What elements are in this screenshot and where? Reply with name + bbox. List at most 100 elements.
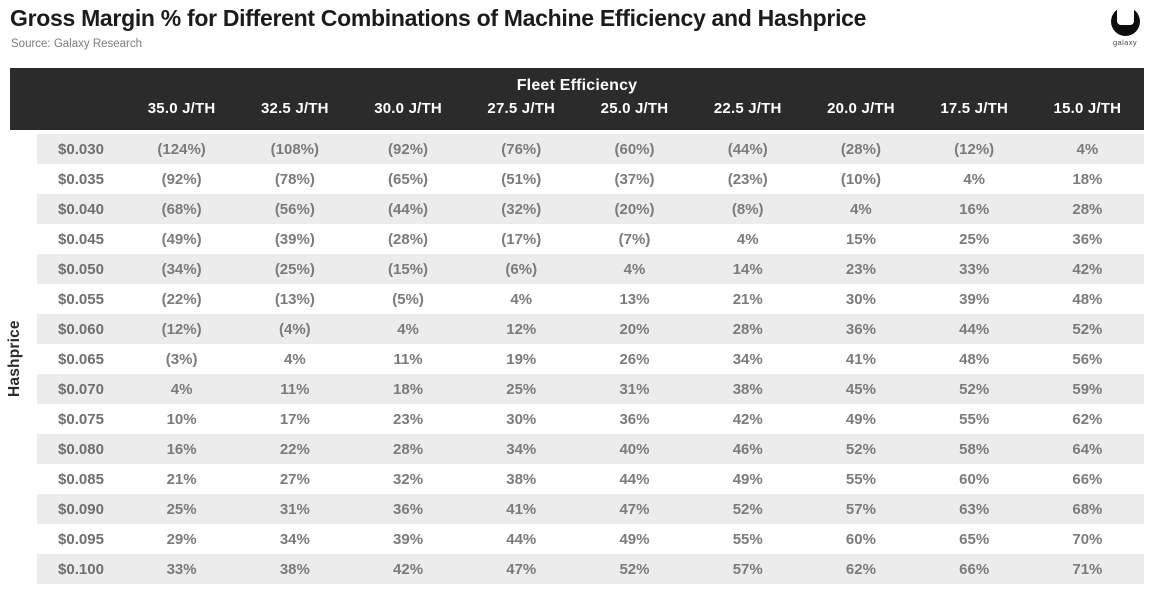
row-label: $0.060 xyxy=(58,320,104,338)
column-header: 30.0 J/TH xyxy=(374,100,442,117)
table-cell: (12%) xyxy=(954,140,995,158)
table-row: $0.060 (12%) (4%) 4% 12% 20% 28% 36% 44% 52% xyxy=(37,314,1144,344)
row-label: $0.070 xyxy=(58,380,104,398)
row-label: $0.085 xyxy=(58,470,104,488)
table-cell: 63% xyxy=(959,500,990,518)
table-row: $0.100 33% 38% 42% 47% 52% 57% 62% 66% 71% xyxy=(37,554,1144,584)
table-cell: 39% xyxy=(959,290,990,308)
table-row: $0.075 10% 17% 23% 30% 36% 42% 49% 55% 62% xyxy=(37,404,1144,434)
table-cell: (28%) xyxy=(840,140,881,158)
table-header: Fleet Efficiency 35.0 J/TH 32.5 J/TH 30.0 … xyxy=(10,68,1144,130)
galaxy-logo-text: galaxy xyxy=(1112,38,1138,47)
table-cell: 65% xyxy=(959,530,990,548)
table-cell: 44% xyxy=(959,320,990,338)
table-cell: (60%) xyxy=(614,140,655,158)
table-row: $0.090 25% 31% 36% 41% 47% 52% 57% 63% 68% xyxy=(37,494,1144,524)
table-cell: 71% xyxy=(1072,560,1103,578)
table-cell: 44% xyxy=(506,530,537,548)
table-cell: 44% xyxy=(619,470,650,488)
table-cell: (20%) xyxy=(614,200,655,218)
table-cell: 18% xyxy=(1072,170,1103,188)
table-row: $0.050 (34%) (25%) (15%) (6%) 4% 14% 23% 33% 42% xyxy=(37,254,1144,284)
table-cell: 52% xyxy=(732,500,763,518)
column-header: 25.0 J/TH xyxy=(600,100,669,117)
column-header: 32.5 J/TH xyxy=(260,100,329,117)
table-cell: (22%) xyxy=(161,290,202,308)
column-header: 27.5 J/TH xyxy=(487,100,556,117)
table-cell: 34% xyxy=(506,440,537,458)
table-cell: (44%) xyxy=(727,140,768,158)
table-cell: 25% xyxy=(166,500,197,518)
table-cell: 46% xyxy=(732,440,763,458)
table-cell: 49% xyxy=(619,530,650,548)
table-cell: 57% xyxy=(732,560,763,578)
row-label: $0.065 xyxy=(58,350,104,368)
table-cell: (15%) xyxy=(388,260,429,278)
table-cell: 55% xyxy=(845,470,876,488)
table-cell: (17%) xyxy=(501,230,542,248)
table-cell: 10% xyxy=(166,410,197,428)
table-cell: 66% xyxy=(959,560,990,578)
table-cell: 32% xyxy=(393,470,424,488)
table-cell: (51%) xyxy=(501,170,542,188)
table-cell: (8%) xyxy=(731,200,764,218)
page-title: Gross Margin % for Different Combination… xyxy=(10,5,867,31)
table-cell: (92%) xyxy=(388,140,429,158)
table-cell: 36% xyxy=(393,500,424,518)
table-cell: 34% xyxy=(279,530,310,548)
column-group-label: Fleet Efficiency xyxy=(516,77,638,94)
table-cell: 18% xyxy=(393,380,424,398)
table-cell: 23% xyxy=(845,260,876,278)
column-header-row: 35.0 J/TH 32.5 J/TH 30.0 J/TH 27.5 J/TH 25.0… xyxy=(10,100,1144,117)
table-cell: (6%) xyxy=(505,260,538,278)
table-cell: 28% xyxy=(393,440,424,458)
table-cell: 52% xyxy=(845,440,876,458)
table-cell: (10%) xyxy=(840,170,881,188)
table-cell: 4% xyxy=(850,200,872,218)
table-cell: 30% xyxy=(506,410,537,428)
table-cell: 20% xyxy=(619,320,650,338)
row-label: $0.030 xyxy=(58,140,104,158)
table-cell: 47% xyxy=(506,560,537,578)
table-cell: 47% xyxy=(619,500,650,518)
table-cell: (25%) xyxy=(274,260,315,278)
table-cell: 39% xyxy=(393,530,424,548)
table-cell: 33% xyxy=(959,260,990,278)
table-cell: (13%) xyxy=(274,290,315,308)
table-cell: (23%) xyxy=(727,170,768,188)
table-cell: (32%) xyxy=(501,200,542,218)
table-cell: 12% xyxy=(506,320,537,338)
table-cell: 45% xyxy=(845,380,876,398)
table-cell: 21% xyxy=(732,290,763,308)
column-header: 17.5 J/TH xyxy=(940,100,1008,117)
row-label: $0.080 xyxy=(58,440,104,458)
table-cell: 42% xyxy=(1072,260,1103,278)
hashprice-axis-label: Hashprice xyxy=(6,320,23,398)
table-cell: 33% xyxy=(166,560,197,578)
table-cell: 64% xyxy=(1072,440,1103,458)
table-cell: 36% xyxy=(845,320,876,338)
table-cell: 57% xyxy=(845,500,876,518)
table-cell: 42% xyxy=(393,560,424,578)
table-cell: (56%) xyxy=(274,200,315,218)
table-row: $0.080 16% 22% 28% 34% 40% 46% 52% 58% 64% xyxy=(37,434,1144,464)
table-cell: 19% xyxy=(506,350,537,368)
table-cell: 17% xyxy=(279,410,310,428)
row-label: $0.090 xyxy=(58,500,104,518)
table-cell: 41% xyxy=(845,350,876,368)
row-label: $0.040 xyxy=(58,200,104,218)
table-row: $0.085 21% 27% 32% 38% 44% 49% 55% 60% 66% xyxy=(37,464,1144,494)
table-cell: 70% xyxy=(1072,530,1103,548)
column-header-spacer xyxy=(10,100,125,117)
table-cell: (92%) xyxy=(161,170,202,188)
table-cell: 60% xyxy=(959,470,990,488)
table-cell: 28% xyxy=(732,320,763,338)
table-cell: 14% xyxy=(732,260,763,278)
table-cell: 27% xyxy=(279,470,310,488)
table-row: $0.055 (22%) (13%) (5%) 4% 13% 21% 30% 39% 48% xyxy=(37,284,1144,314)
table-cell: (39%) xyxy=(274,230,315,248)
table-cell: 60% xyxy=(845,530,876,548)
table-cell: 26% xyxy=(619,350,650,368)
table-cell: 59% xyxy=(1072,380,1103,398)
table-cell: (49%) xyxy=(161,230,202,248)
